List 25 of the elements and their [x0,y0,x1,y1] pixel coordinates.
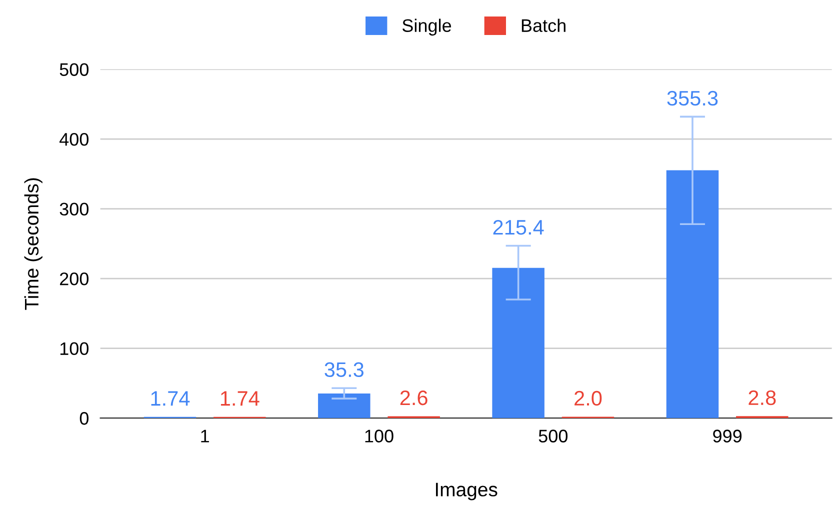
x-tick-label: 100 [365,430,394,442]
x-tick-label: 1 [201,430,209,442]
y-tick-label: 500 [60,63,89,76]
data-label: 1.74 [151,391,190,406]
x-tick-label: 999 [713,430,742,442]
x-axis-title: Images [436,482,498,500]
x-tick-label: 500 [538,430,568,442]
data-label: 2.8 [748,390,776,406]
legend-label: Batch [522,18,566,32]
data-label: 35.3 [324,362,364,378]
y-tick-label: 0 [80,412,89,425]
y-axis-title: Time (seconds) [24,178,42,310]
data-label: 215.4 [493,220,544,235]
bar [492,268,544,418]
bar [666,170,719,418]
y-tick-label: 200 [60,272,89,286]
data-label: 2.6 [400,390,428,406]
data-label: 355.3 [667,90,718,106]
y-tick-label: 400 [60,132,89,146]
y-tick-label: 300 [60,202,89,216]
y-tick-label: 100 [60,342,89,356]
bar [318,393,370,418]
legend-label: Single [402,18,452,36]
data-label: 2.0 [574,390,602,406]
data-label: 1.74 [220,391,260,406]
